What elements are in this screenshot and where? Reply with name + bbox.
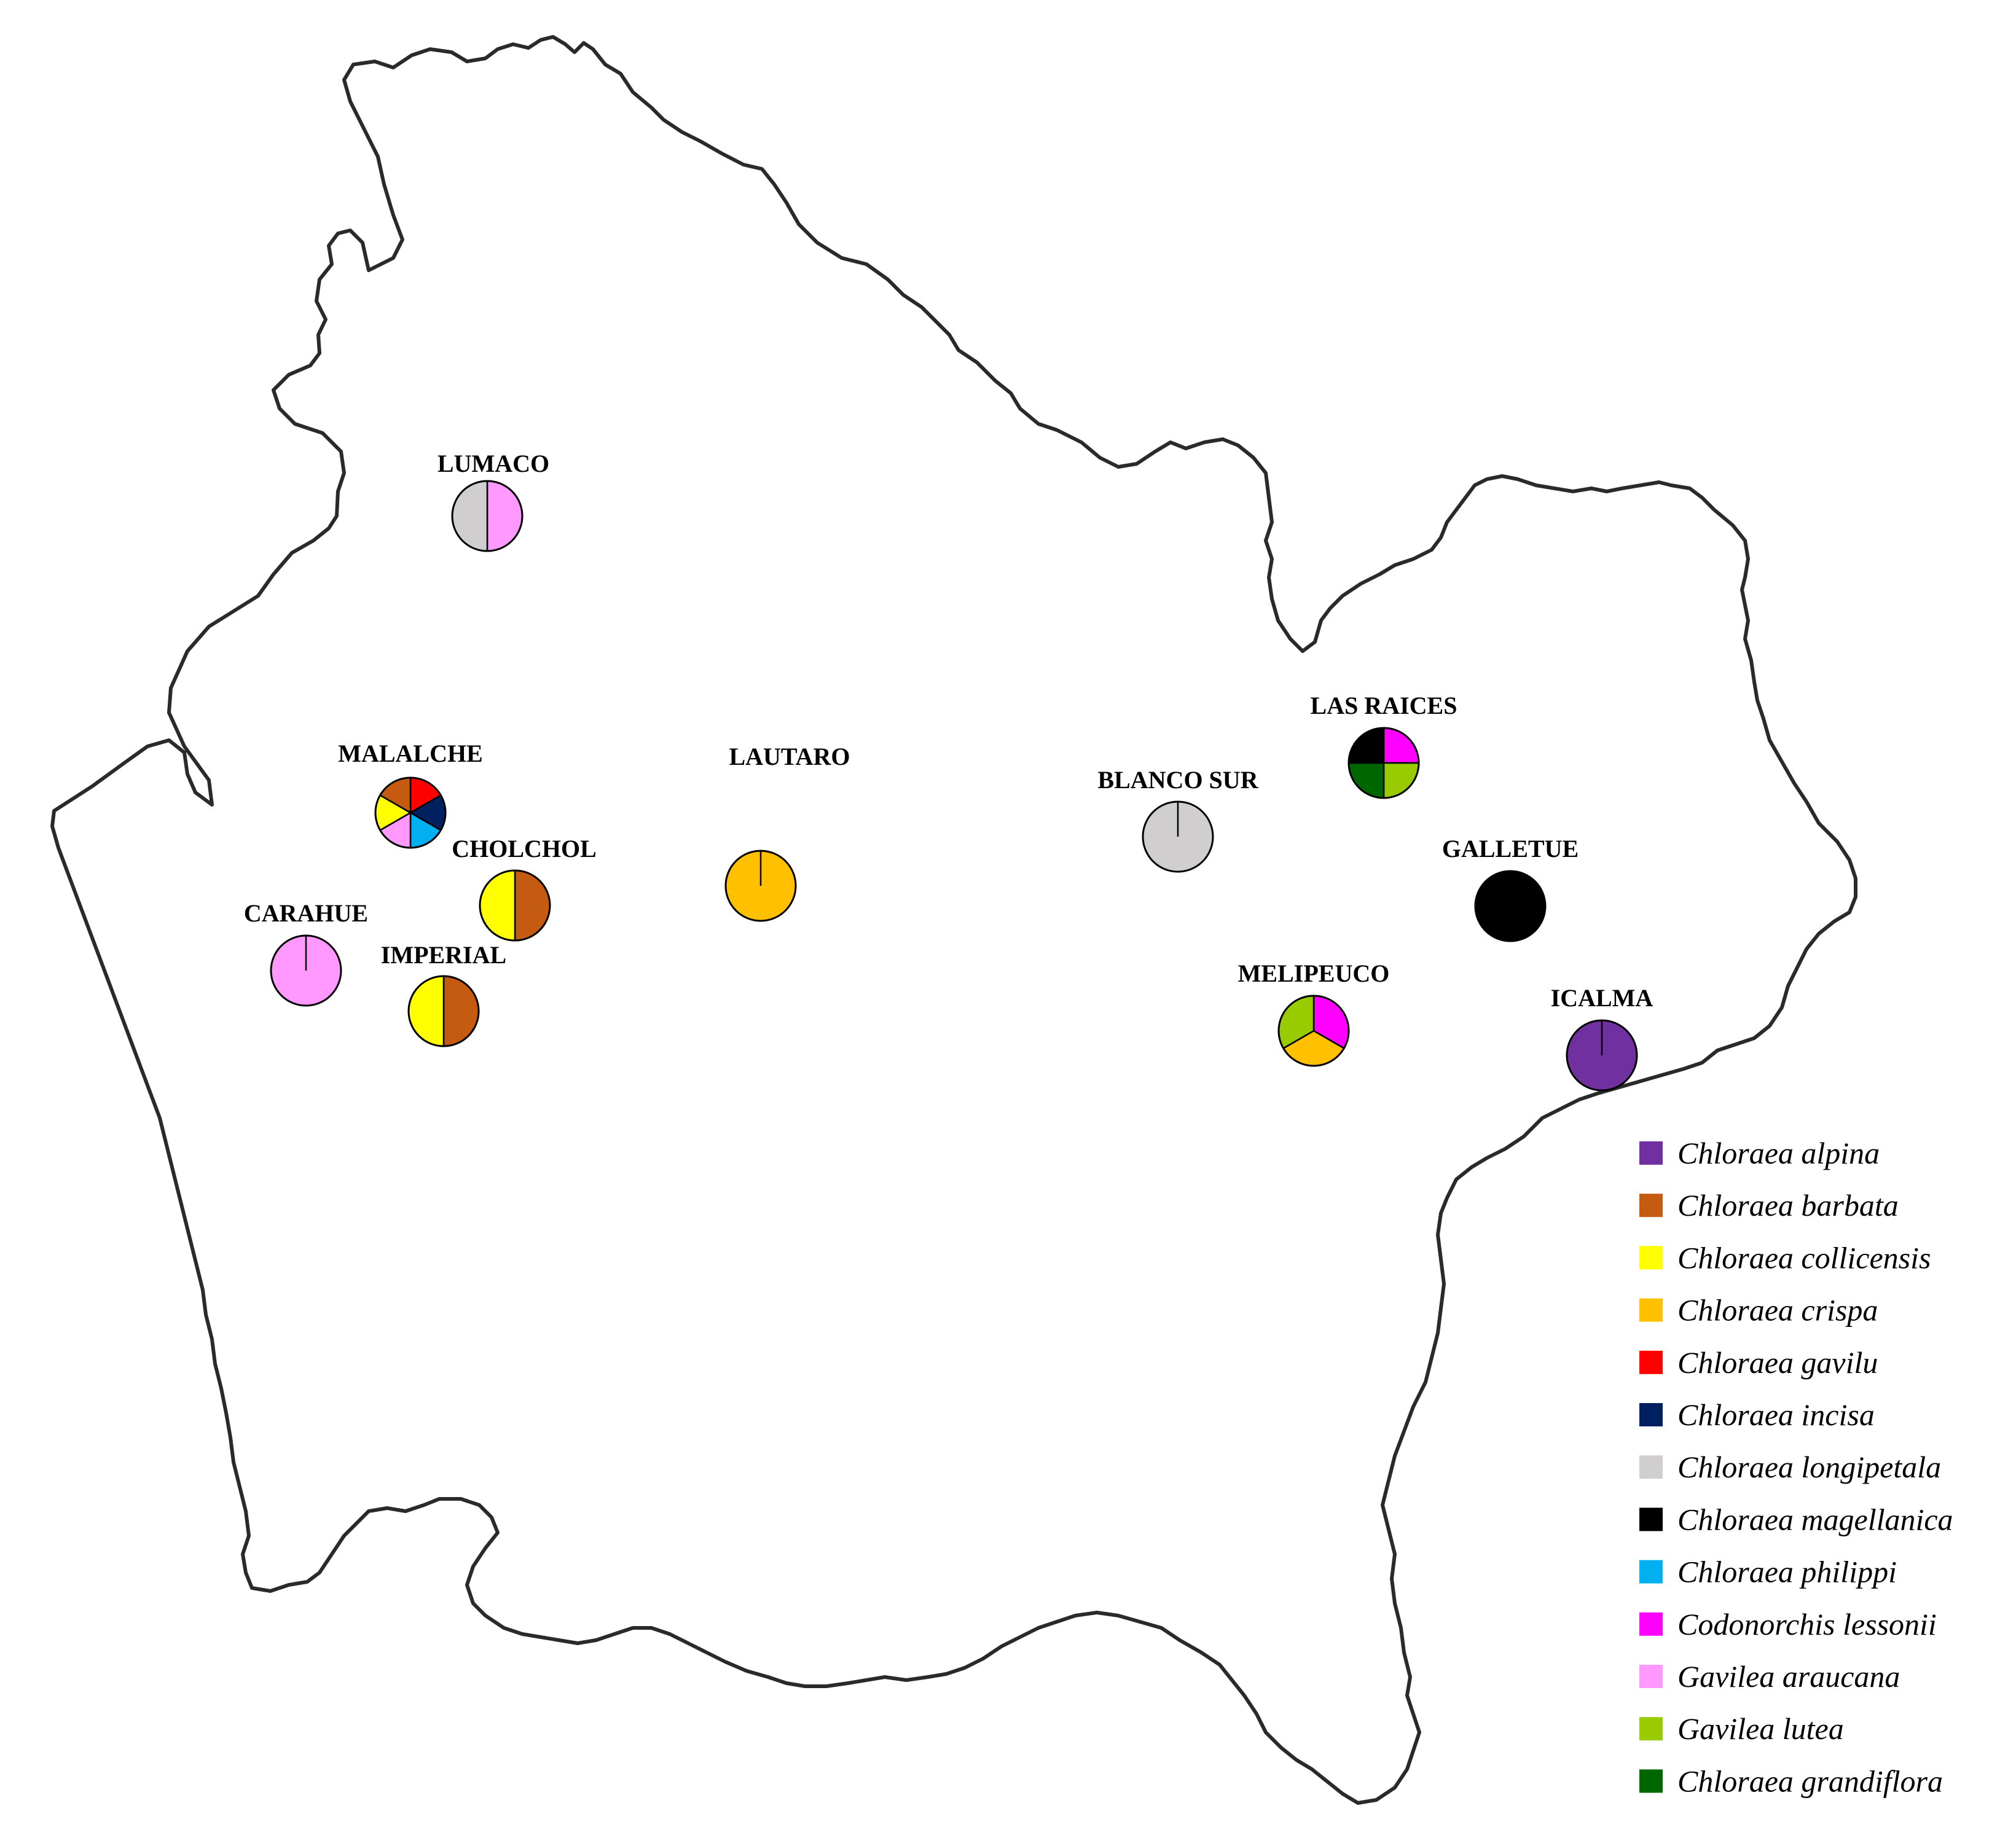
pie-slice-collicensis: [407, 975, 445, 1047]
legend-item-lutea: Gavilea lutea: [1639, 1711, 1844, 1746]
legend-label: Chloraea collicensis: [1677, 1240, 1931, 1275]
legend-item-barbata: Chloraea barbata: [1639, 1188, 1899, 1222]
legend-swatch: [1639, 1141, 1663, 1165]
legend-item-grandiflora: Chloraea grandiflora: [1639, 1764, 1943, 1798]
site-carahue: CARAHUE: [244, 899, 368, 1007]
legend-item-gavilu: Chloraea gavilu: [1639, 1345, 1878, 1380]
site-label: MELIPEUCO: [1238, 960, 1390, 987]
site-label: IMPERIAL: [381, 941, 506, 969]
legend-label: Chloraea crispa: [1677, 1293, 1878, 1328]
site-blanco-sur: BLANCO SUR: [1097, 766, 1259, 873]
legend-swatch: [1639, 1194, 1663, 1218]
site-lautaro: LAUTARO: [724, 743, 850, 922]
pie-slice-longipetala: [451, 480, 488, 552]
site-icalma: ICALMA: [1551, 984, 1653, 1092]
legend-swatch: [1639, 1350, 1663, 1374]
legend-label: Chloraea incisa: [1677, 1398, 1875, 1432]
legend-swatch: [1639, 1246, 1663, 1270]
legend-label: Chloraea barbata: [1677, 1188, 1899, 1222]
site-lumaco: LUMACO: [437, 450, 549, 552]
legend-item-collicensis: Chloraea collicensis: [1639, 1240, 1931, 1275]
pie-outline: [1347, 727, 1420, 799]
legend-swatch: [1639, 1455, 1663, 1479]
legend-swatch: [1639, 1298, 1663, 1322]
pie-slice-collicensis: [479, 869, 516, 942]
legend-swatch: [1639, 1717, 1663, 1741]
sites-layer: LUMACO MALALCHE CHOLCHOL CARAHUE IMPERIAL LAU…: [244, 450, 1653, 1092]
site-melipeuco: MELIPEUCO: [1238, 960, 1390, 1067]
site-label: LUMACO: [437, 450, 549, 477]
legend-label: Gavilea araucana: [1677, 1659, 1900, 1694]
pie-outline: [407, 975, 480, 1047]
pie-outline: [479, 869, 551, 942]
site-label: CHOLCHOL: [452, 835, 597, 862]
legend-swatch: [1639, 1665, 1663, 1688]
legend-label: Gavilea lutea: [1677, 1711, 1844, 1746]
pie-outline: [374, 776, 447, 849]
site-label: LAS RAICES: [1311, 692, 1457, 719]
legend-label: Chloraea longipetala: [1677, 1450, 1941, 1484]
site-galletue: GALLETUE: [1442, 835, 1579, 942]
site-malalche: MALALCHE: [338, 740, 483, 849]
legend-swatch: [1639, 1560, 1663, 1584]
legend-item-longipetala: Chloraea longipetala: [1639, 1450, 1941, 1484]
site-las-raices: LAS RAICES: [1311, 692, 1457, 799]
pie-outline: [451, 480, 524, 552]
legend-label: Chloraea philippi: [1677, 1555, 1897, 1589]
legend-item-crispa: Chloraea crispa: [1639, 1293, 1878, 1328]
site-label: MALALCHE: [338, 740, 483, 767]
legend-item-incisa: Chloraea incisa: [1639, 1398, 1875, 1432]
legend-swatch: [1639, 1507, 1663, 1531]
pie-outline: [1277, 995, 1350, 1067]
legend-label: Chloraea gavilu: [1677, 1345, 1878, 1380]
site-label: GALLETUE: [1442, 835, 1579, 862]
pie-slice-barbata: [514, 869, 551, 942]
site-label: BLANCO SUR: [1097, 766, 1258, 794]
site-label: LAUTARO: [729, 743, 850, 770]
legend-label: Codonorchis lessonii: [1677, 1607, 1937, 1641]
legend-swatch: [1639, 1403, 1663, 1426]
legend-label: Chloraea magellanica: [1677, 1502, 1953, 1536]
legend-swatch: [1639, 1769, 1663, 1793]
region-outline: [50, 35, 1857, 1805]
site-imperial: IMPERIAL: [381, 941, 506, 1047]
legend: Chloraea alpina Chloraea barbata Chloraea …: [1639, 1136, 1953, 1798]
legend-item-araucana: Gavilea araucana: [1639, 1659, 1900, 1694]
legend-swatch: [1639, 1612, 1663, 1636]
legend-label: Chloraea grandiflora: [1677, 1764, 1943, 1798]
legend-label: Chloraea alpina: [1677, 1136, 1880, 1170]
legend-item-lessonii: Codonorchis lessonii: [1639, 1607, 1937, 1641]
legend-item-alpina: Chloraea alpina: [1639, 1136, 1880, 1170]
legend-item-philippi: Chloraea philippi: [1639, 1555, 1897, 1589]
site-cholchol: CHOLCHOL: [452, 835, 597, 942]
site-label: ICALMA: [1551, 984, 1653, 1012]
site-label: CARAHUE: [244, 899, 368, 927]
pie-slice-barbata: [442, 975, 480, 1047]
pie-slice-araucana: [486, 480, 524, 552]
legend-item-magellanica: Chloraea magellanica: [1639, 1502, 1953, 1536]
